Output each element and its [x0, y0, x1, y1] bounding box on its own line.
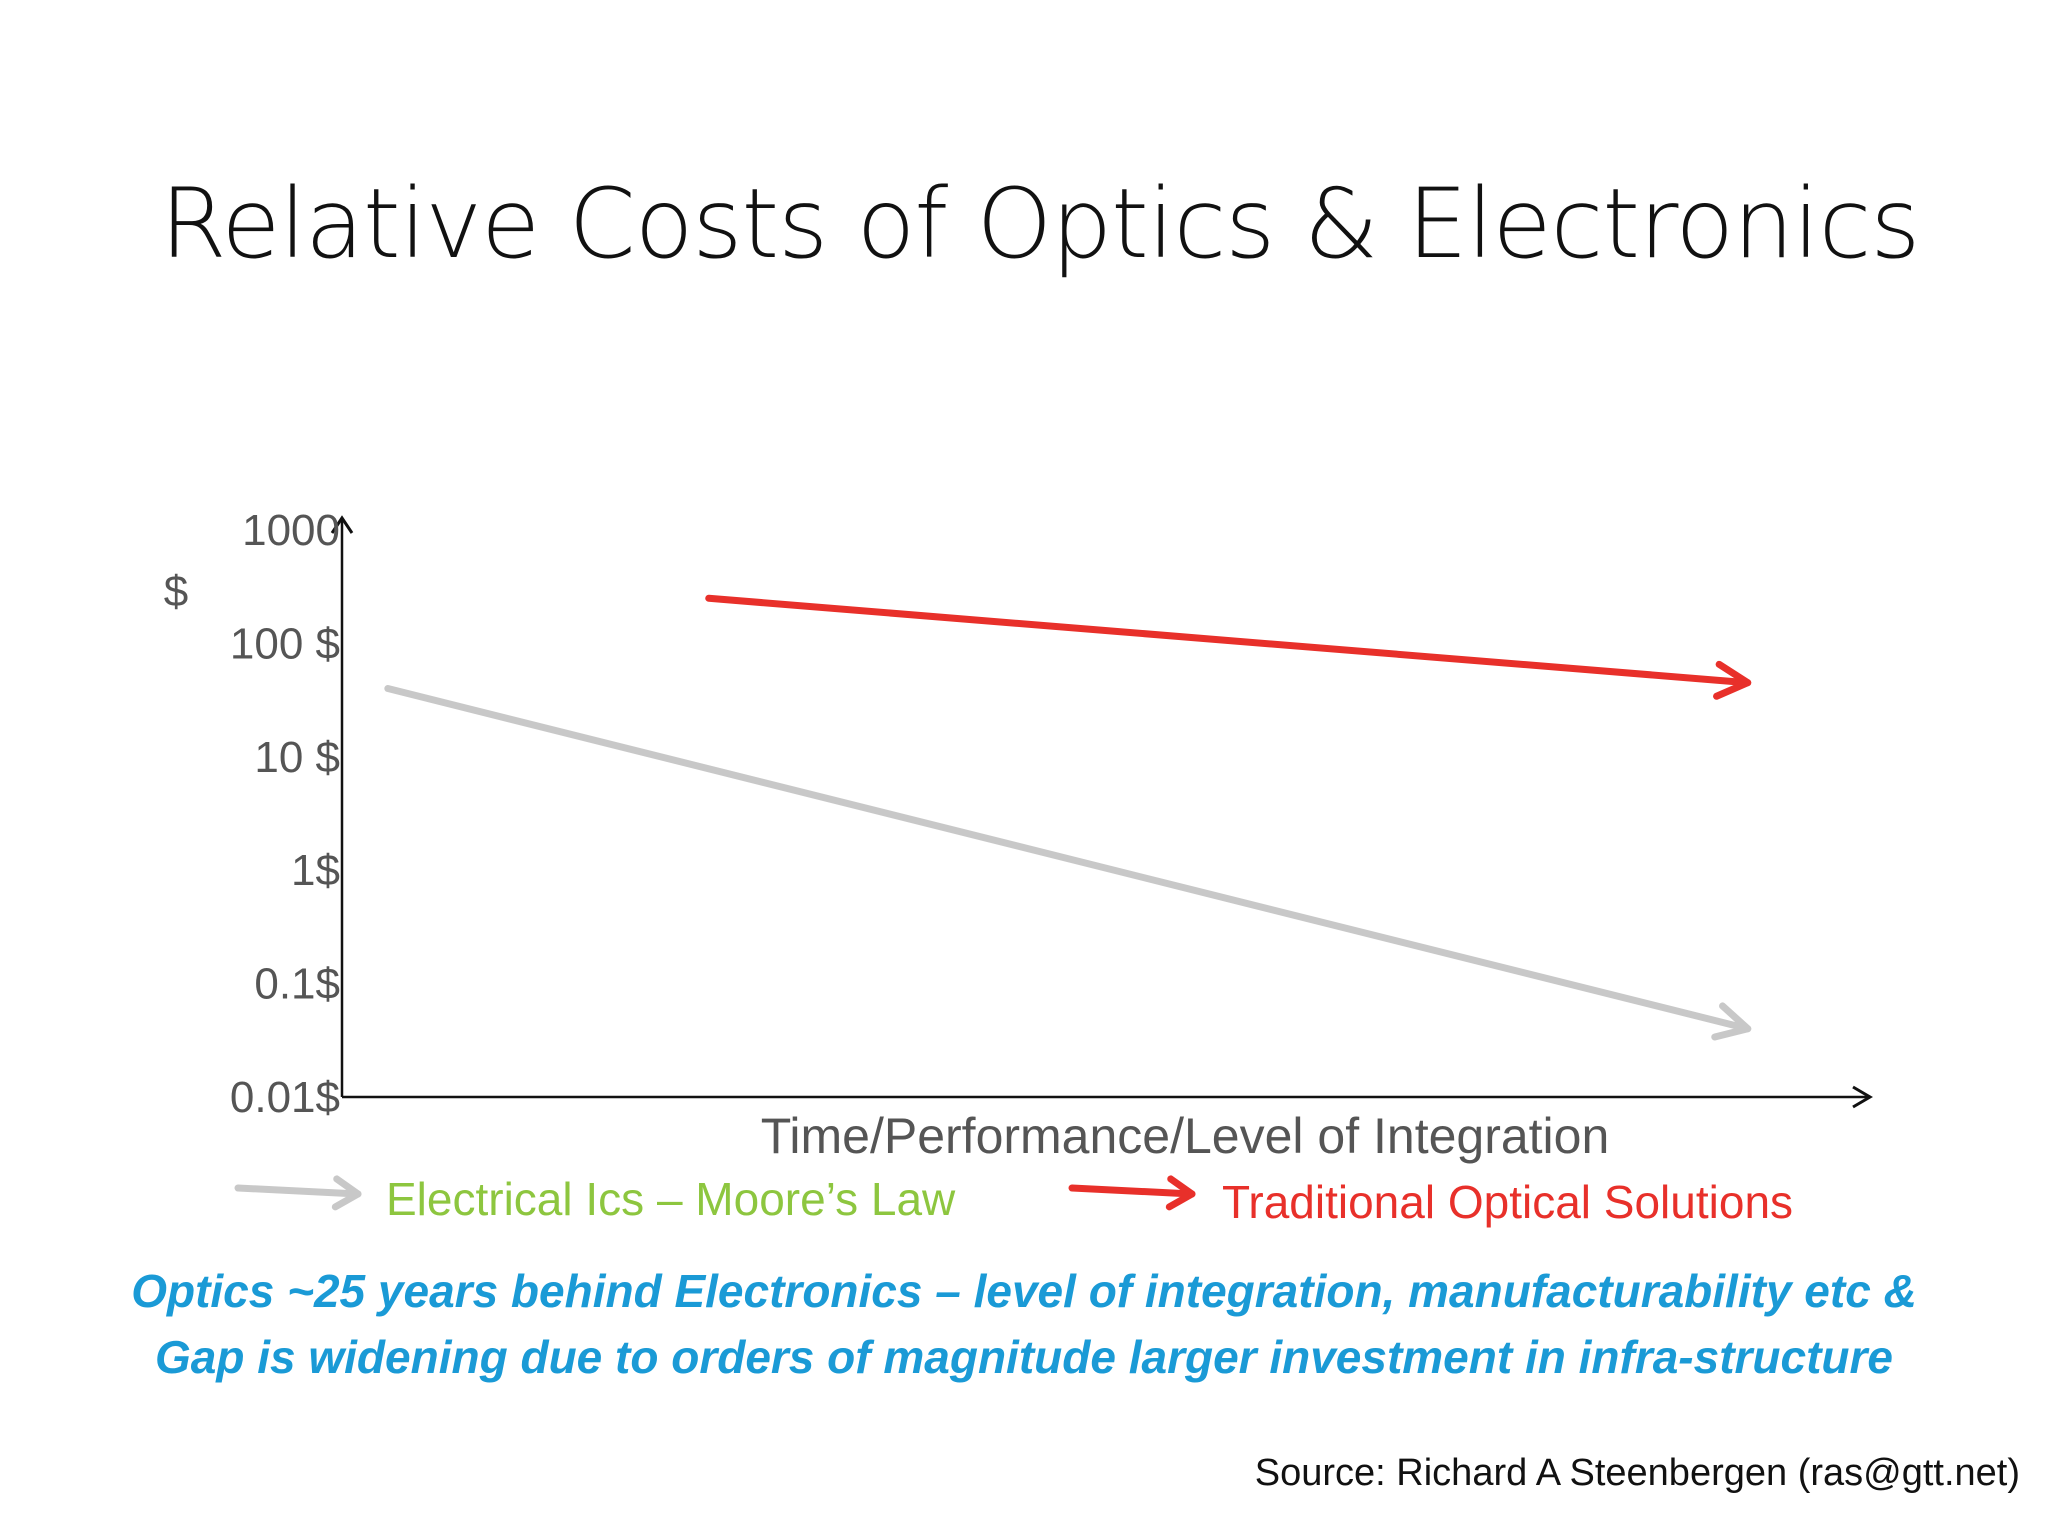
slide-title: Relative Costs of Optics & Electronics — [160, 168, 1920, 280]
legend-label-2: Traditional Optical Solutions — [1222, 1176, 1793, 1228]
legend-swatch-2 — [1068, 1184, 1196, 1198]
legend-swatch-1 — [234, 1184, 362, 1198]
x-axis-label: Time/Performance/Level of Integration — [761, 1108, 1610, 1164]
y-axis-label: $ — [164, 567, 188, 616]
note-line-1: Optics ~25 years behind Electronics – le… — [131, 1265, 1917, 1317]
series-arrowhead-2 — [1713, 660, 1752, 700]
y-tick-label: 1000 — [242, 506, 340, 555]
legend-arrowhead-1 — [331, 1175, 362, 1211]
y-tick-label: 1$ — [291, 846, 340, 895]
y-tick-label: 0.01$ — [230, 1073, 340, 1122]
y-axis-arrow — [330, 515, 354, 534]
y-tick-labels: 1000 100 $ 10 $ 1$ 0.1$ 0.01$ — [230, 506, 340, 1122]
note-line-2: Gap is widening due to orders of magnitu… — [154, 1331, 1894, 1383]
source-citation: Source: Richard A Steenbergen (ras@gtt.n… — [1254, 1452, 2020, 1494]
chart-series — [384, 594, 1752, 1041]
chart-axes: $ Time/Performance/Level of Integration — [164, 515, 1873, 1164]
y-tick-label: 0.1$ — [254, 960, 340, 1009]
chart-legend: Electrical Ics – Moore’s Law Traditional … — [234, 1173, 1793, 1228]
y-tick-label: 10 $ — [254, 733, 340, 782]
legend-label-1: Electrical Ics – Moore’s Law — [386, 1173, 956, 1225]
y-tick-label: 100 $ — [230, 619, 340, 668]
series-line-2 — [705, 594, 1752, 687]
series-arrowhead-1 — [1711, 1002, 1752, 1041]
legend-arrowhead-2 — [1165, 1175, 1196, 1211]
x-axis-arrow — [1852, 1085, 1873, 1109]
series-line-1 — [384, 685, 1752, 1033]
